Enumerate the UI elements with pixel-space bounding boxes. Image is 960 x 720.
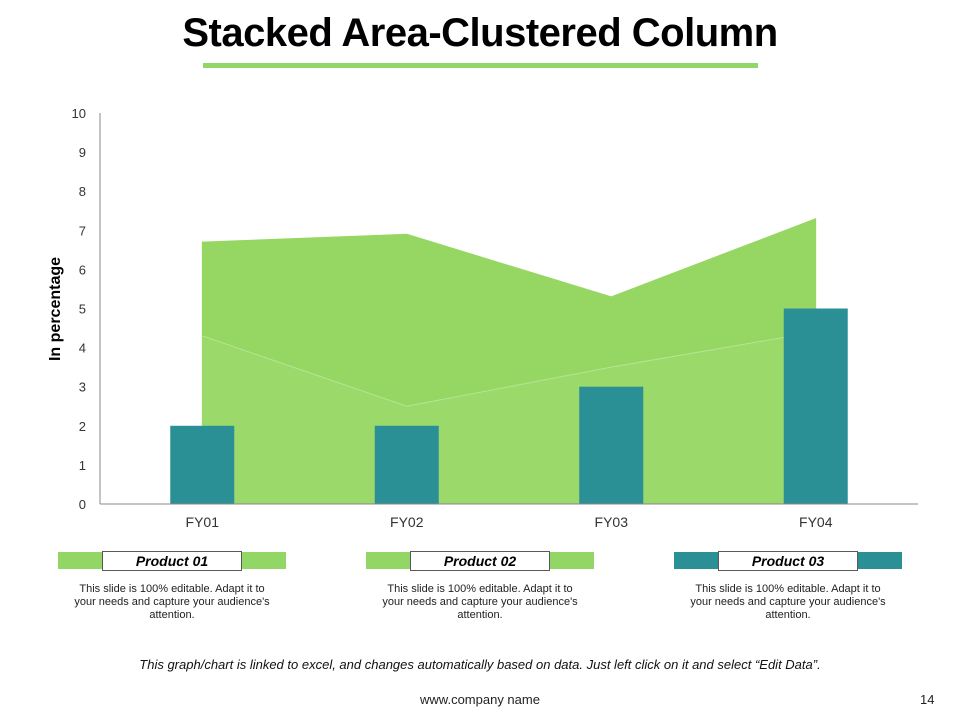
page-number: 14 <box>920 692 935 707</box>
y-tick-label: 1 <box>79 458 86 473</box>
y-tick-label: 2 <box>79 419 86 434</box>
legend-description: This slide is 100% editable. Adapt it to… <box>382 583 578 621</box>
column-fy03 <box>579 386 644 504</box>
x-tick-label: FY01 <box>186 514 220 530</box>
y-tick-label: 7 <box>79 223 86 238</box>
column-fy04 <box>783 308 848 504</box>
y-tick-label: 5 <box>79 302 86 317</box>
y-tick-label: 3 <box>79 380 86 395</box>
slide-title: Stacked Area-Clustered Column <box>182 11 778 55</box>
y-tick-label: 8 <box>79 184 86 199</box>
x-tick-label: FY03 <box>595 514 629 530</box>
x-tick-label: FY04 <box>799 514 833 530</box>
area-layer <box>201 217 817 505</box>
axes-layer <box>99 113 918 505</box>
legend-label: Product 03 <box>718 551 858 571</box>
x-tick-label: FY02 <box>390 514 424 530</box>
x-tick-labels: FY01 FY02 FY03 FY04 <box>186 514 833 530</box>
column-fy02 <box>374 425 439 504</box>
footnote: This graph/chart is linked to excel, and… <box>139 657 821 672</box>
legend-description: This slide is 100% editable. Adapt it to… <box>74 583 270 621</box>
chart: 0 1 2 3 4 5 6 7 8 9 10 FY01 FY02 FY03 FY04 <box>72 106 918 530</box>
y-axis-label: In percentage <box>47 256 64 362</box>
title-underline <box>203 63 758 68</box>
y-tick-label: 10 <box>72 106 86 121</box>
company-website: www.company name <box>420 692 540 707</box>
y-tick-label: 4 <box>79 341 86 356</box>
y-tick-label: 9 <box>79 145 86 160</box>
legend-label: Product 01 <box>102 551 242 571</box>
legend-description: This slide is 100% editable. Adapt it to… <box>690 583 886 621</box>
column-fy01 <box>170 425 235 504</box>
y-tick-labels: 0 1 2 3 4 5 6 7 8 9 10 <box>72 106 86 512</box>
column-layer <box>170 308 848 504</box>
y-tick-label: 6 <box>79 262 86 277</box>
area-boundary-line <box>202 331 816 407</box>
legend-label: Product 02 <box>410 551 550 571</box>
y-tick-label: 0 <box>79 497 86 512</box>
